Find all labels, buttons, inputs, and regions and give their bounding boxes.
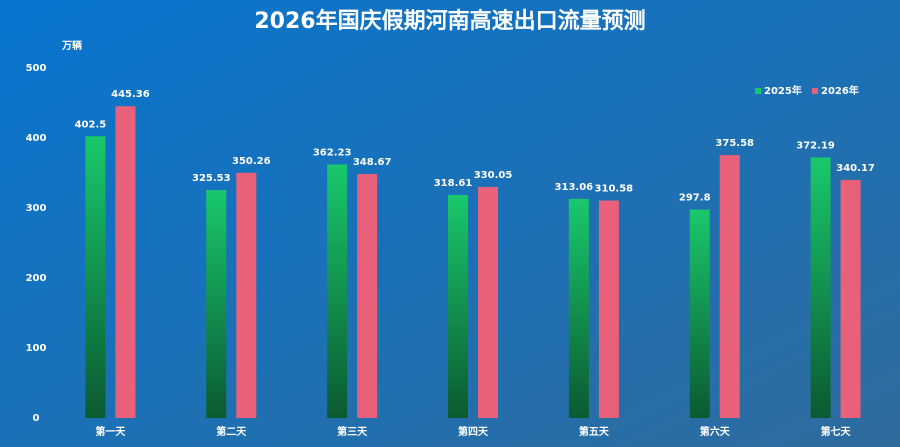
value-label: 372.19 (796, 140, 835, 151)
legend-marker (755, 88, 761, 94)
bar (206, 190, 227, 418)
value-label: 350.26 (232, 156, 271, 167)
x-tick-label: 第六天 (700, 425, 731, 438)
x-tick-label: 第二天 (216, 425, 247, 438)
bar (115, 106, 136, 419)
value-label: 445.36 (111, 89, 150, 100)
bar (689, 209, 710, 418)
bar (357, 173, 378, 418)
value-label: 310.58 (595, 184, 634, 195)
value-label: 402.5 (75, 119, 107, 130)
y-tick-label: 500 (26, 63, 47, 74)
value-label: 362.23 (313, 147, 352, 158)
y-tick-label: 200 (26, 273, 47, 284)
value-label: 330.05 (474, 170, 513, 181)
bar (478, 186, 498, 418)
value-label: 375.58 (715, 138, 754, 149)
y-tick-label: 400 (26, 133, 47, 144)
value-label: 340.17 (836, 163, 875, 174)
x-tick-label: 第三天 (337, 425, 368, 438)
bar (840, 179, 861, 418)
y-tick-label: 0 (33, 413, 40, 424)
value-label: 325.53 (192, 173, 231, 184)
value-label: 348.67 (353, 157, 392, 168)
y-tick-label: 300 (26, 203, 47, 214)
value-label: 297.8 (679, 193, 711, 204)
x-tick-label: 第七天 (821, 425, 852, 438)
bar (719, 155, 740, 418)
legend-marker (812, 88, 818, 94)
bar (568, 198, 589, 418)
y-axis-label: 万辆 (61, 39, 82, 52)
legend-label: 2026年 (821, 84, 859, 97)
value-label: 318.61 (434, 178, 473, 189)
bar (598, 200, 619, 418)
x-tick-label: 第一天 (95, 425, 126, 438)
bar (810, 157, 831, 419)
bar (236, 172, 257, 418)
bar (448, 194, 468, 418)
bar (85, 136, 106, 418)
legend-label: 2025年 (764, 84, 802, 97)
y-tick-label: 100 (26, 343, 47, 354)
x-tick-label: 第四天 (458, 425, 489, 438)
chart-title: 2026年国庆假期河南高速出口流量预测 (254, 8, 645, 34)
bar (327, 164, 348, 418)
x-tick-label: 第五天 (579, 425, 610, 438)
value-label: 313.06 (555, 182, 594, 193)
